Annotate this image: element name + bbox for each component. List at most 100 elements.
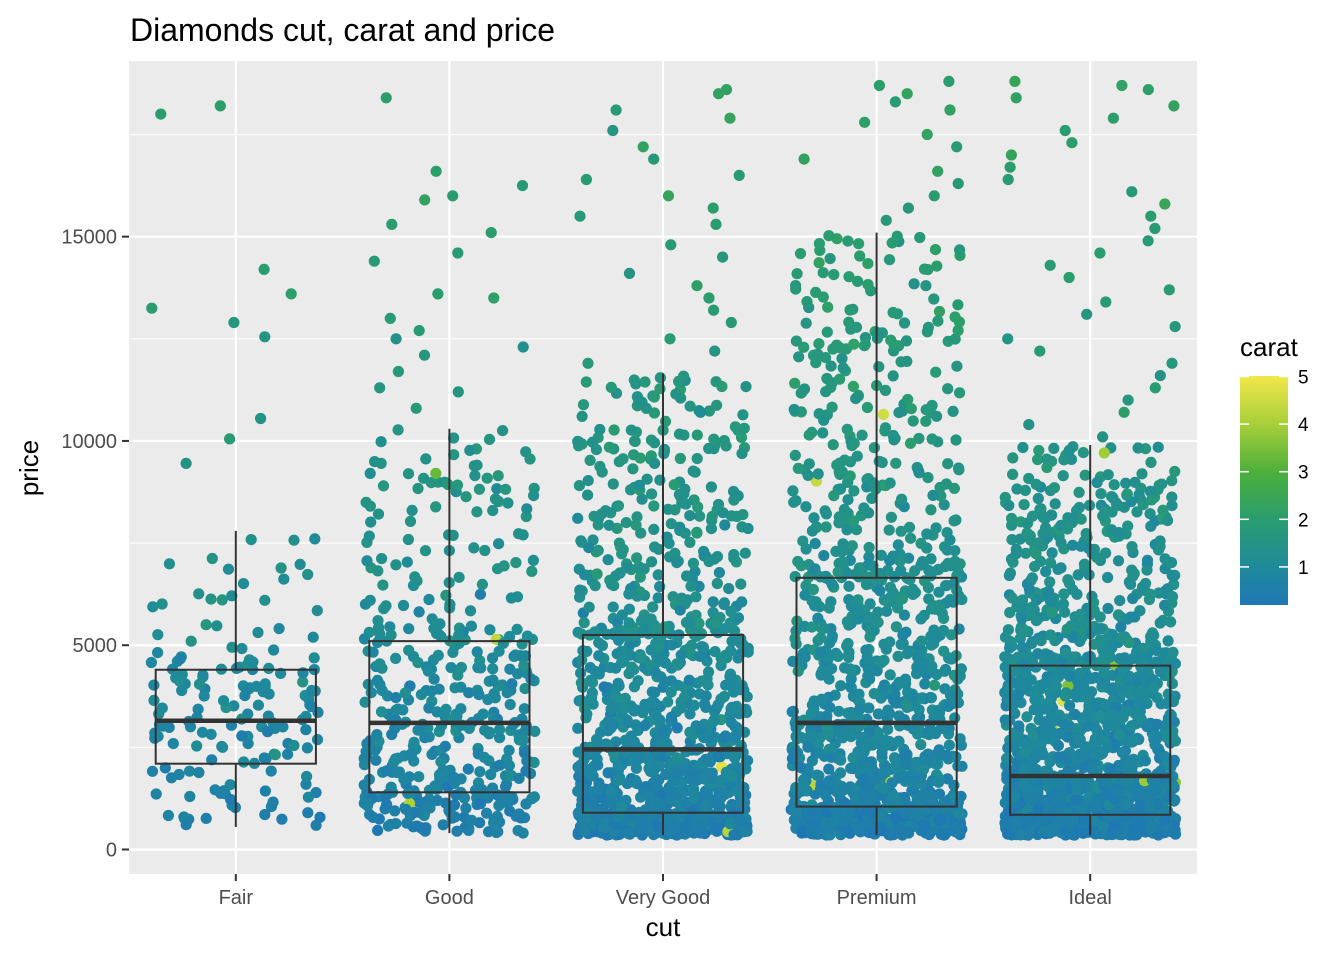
data-point [1161, 514, 1174, 527]
data-point [420, 453, 432, 465]
data-point [460, 491, 472, 503]
data-point [904, 437, 917, 449]
outlier-point [1004, 161, 1016, 173]
data-point [807, 583, 819, 596]
data-point [679, 822, 691, 835]
data-point [427, 654, 440, 666]
data-point [503, 744, 515, 756]
data-point [217, 741, 229, 753]
data-point [376, 553, 388, 565]
outlier-point [452, 247, 464, 259]
data-point [242, 738, 254, 750]
data-point [528, 756, 540, 769]
data-point [887, 306, 899, 319]
data-point [877, 683, 889, 695]
data-point [1062, 731, 1074, 743]
data-point [288, 739, 300, 752]
outlier-point [637, 141, 649, 153]
outlier-point [733, 169, 745, 181]
data-point [458, 792, 471, 804]
data-point [433, 628, 445, 640]
data-point [490, 826, 503, 839]
data-point [688, 793, 700, 805]
data-point [440, 703, 452, 716]
data-point [238, 756, 250, 768]
data-point [626, 661, 638, 673]
outlier-point [516, 180, 529, 192]
data-point [843, 271, 855, 283]
data-point [374, 679, 386, 691]
data-point [834, 373, 846, 385]
data-point [898, 771, 910, 783]
data-point [673, 375, 685, 387]
x-tick-label: Fair [219, 887, 254, 909]
data-point [953, 464, 965, 476]
data-point [1151, 718, 1163, 731]
data-point [447, 529, 459, 542]
data-point [1162, 635, 1174, 647]
data-point [920, 754, 932, 766]
outlier-point [1023, 419, 1035, 431]
data-point [860, 644, 872, 656]
data-point [1129, 708, 1141, 720]
data-point [892, 650, 904, 663]
data-point [511, 668, 524, 680]
data-point [862, 258, 874, 270]
data-point [1025, 534, 1037, 546]
data-point [612, 759, 624, 771]
data-point [1012, 689, 1024, 701]
data-point [848, 338, 860, 350]
data-point [1069, 708, 1081, 721]
data-point [847, 787, 859, 799]
data-point [1116, 684, 1128, 696]
data-point [809, 538, 821, 550]
data-point [835, 754, 847, 766]
data-point [842, 650, 855, 662]
data-point [628, 449, 640, 461]
data-point [487, 782, 499, 794]
x-axis: Fair Good Very Good Premium Ideal [219, 874, 1112, 909]
data-point [603, 519, 615, 531]
data-point [645, 613, 657, 625]
legend-tick-label: 5 [1298, 367, 1309, 388]
legend-tick-label: 3 [1298, 463, 1309, 484]
data-point [474, 798, 487, 810]
data-point [648, 391, 660, 403]
data-point [192, 703, 204, 715]
data-point [825, 751, 838, 763]
data-point [699, 800, 711, 812]
data-point [670, 388, 682, 400]
data-point [647, 622, 660, 634]
data-point [917, 764, 930, 776]
data-point [222, 563, 235, 575]
data-point [1026, 572, 1038, 584]
data-point [1080, 528, 1092, 540]
data-point [877, 767, 889, 779]
data-point [392, 752, 404, 764]
data-point [573, 480, 586, 492]
data-point [176, 684, 188, 697]
legend-title: carat [1240, 332, 1299, 362]
data-point [1100, 699, 1112, 711]
outlier-point [902, 202, 915, 214]
data-point [649, 686, 661, 699]
data-point [789, 632, 801, 645]
outlier-point [921, 128, 933, 141]
data-point [1160, 719, 1172, 731]
data-point [377, 480, 390, 492]
data-point [922, 472, 934, 484]
data-point [864, 598, 876, 610]
data-point [836, 352, 848, 365]
data-point [917, 788, 930, 801]
data-point [705, 523, 718, 535]
data-point [1165, 557, 1178, 569]
data-point [858, 746, 870, 758]
data-point [949, 545, 961, 557]
data-point [1137, 671, 1149, 683]
outlier-point [703, 292, 715, 304]
data-point [826, 401, 838, 413]
data-point [817, 427, 829, 439]
data-point [1108, 479, 1120, 491]
data-point [791, 268, 803, 280]
